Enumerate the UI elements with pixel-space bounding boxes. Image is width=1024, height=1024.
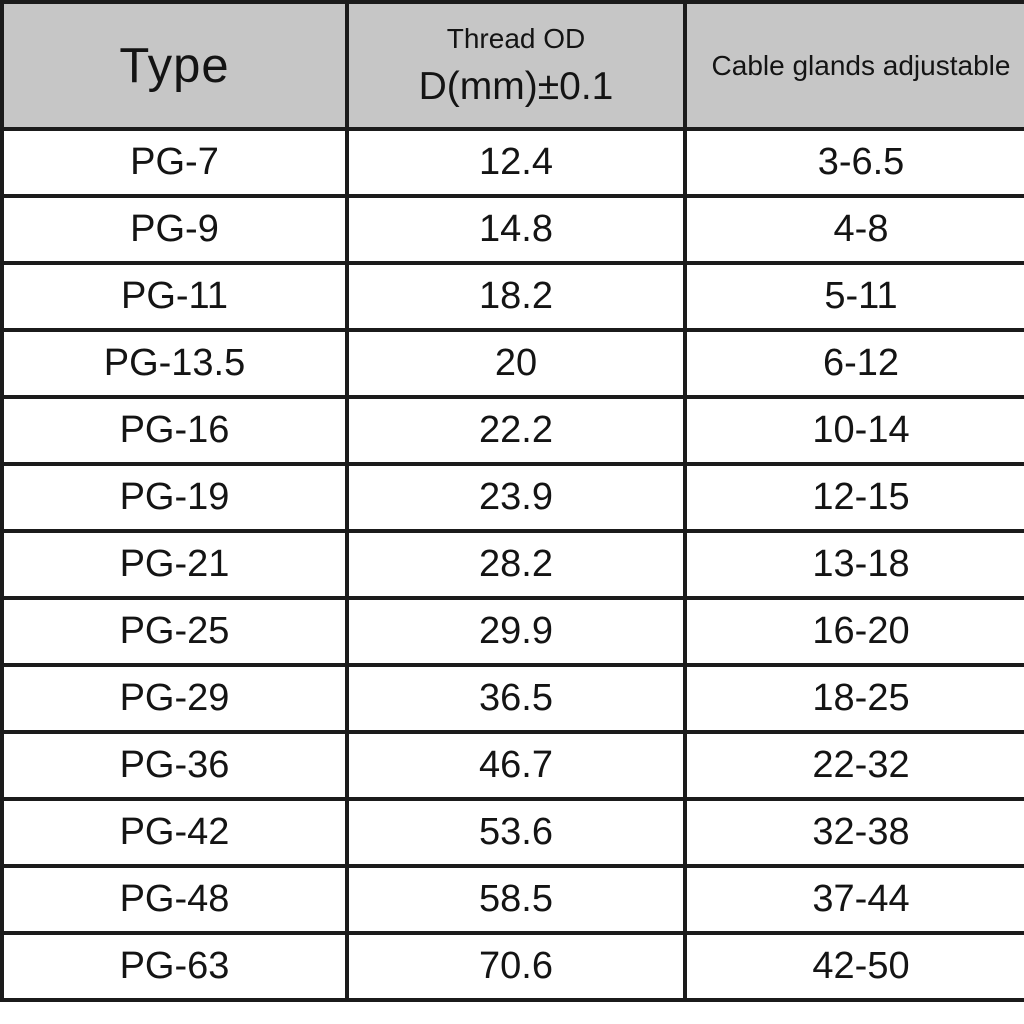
table-cell-row12-col0: PG-63 [4,935,349,1002]
col-header-cable-glands-adjustable: Cable glands adjustable [687,4,1024,131]
table-cell-row12-col2: 42-50 [687,935,1024,1002]
table-cell-row10-col1: 53.6 [349,801,687,868]
table-cell-row2-col0: PG-11 [4,265,349,332]
table-cell-row4-col1: 22.2 [349,399,687,466]
table-cell-row7-col1: 29.9 [349,600,687,667]
table-cell-row0-col2: 3-6.5 [687,131,1024,198]
table-cell-row1-col1: 14.8 [349,198,687,265]
table-cell-row9-col0: PG-36 [4,734,349,801]
table-cell-row0-col0: PG-7 [4,131,349,198]
thread-od-title: Thread OD [446,22,586,54]
table-cell-row8-col1: 36.5 [349,667,687,734]
table-cell-row1-col2: 4-8 [687,198,1024,265]
table-cell-row0-col1: 12.4 [349,131,687,198]
table-cell-row5-col1: 23.9 [349,466,687,533]
table-grid: Type Thread OD D(mm)±0.1 Cable glands ad… [0,0,1024,1002]
col-header-type: Type [4,4,349,131]
table-cell-row7-col0: PG-25 [4,600,349,667]
table-cell-row5-col0: PG-19 [4,466,349,533]
table-cell-row3-col2: 6-12 [687,332,1024,399]
table-cell-row10-col2: 32-38 [687,801,1024,868]
table-cell-row2-col2: 5-11 [687,265,1024,332]
table-cell-row6-col2: 13-18 [687,533,1024,600]
table-cell-row12-col1: 70.6 [349,935,687,1002]
col-header-thread-od: Thread OD D(mm)±0.1 [349,4,687,131]
table-cell-row6-col1: 28.2 [349,533,687,600]
table-cell-row3-col1: 20 [349,332,687,399]
table-cell-row9-col2: 22-32 [687,734,1024,801]
table-cell-row6-col0: PG-21 [4,533,349,600]
table-cell-row5-col2: 12-15 [687,466,1024,533]
table-cell-row4-col0: PG-16 [4,399,349,466]
table-cell-row10-col0: PG-42 [4,801,349,868]
thread-od-units: D(mm)±0.1 [418,64,614,108]
table-cell-row11-col2: 37-44 [687,868,1024,935]
table-cell-row9-col1: 46.7 [349,734,687,801]
table-cell-row8-col0: PG-29 [4,667,349,734]
table-cell-row8-col2: 18-25 [687,667,1024,734]
table-cell-row7-col2: 16-20 [687,600,1024,667]
table-cell-row2-col1: 18.2 [349,265,687,332]
table-cell-row11-col0: PG-48 [4,868,349,935]
table-cell-row4-col2: 10-14 [687,399,1024,466]
table-cell-row1-col0: PG-9 [4,198,349,265]
table-cell-row3-col0: PG-13.5 [4,332,349,399]
table-cell-row11-col1: 58.5 [349,868,687,935]
